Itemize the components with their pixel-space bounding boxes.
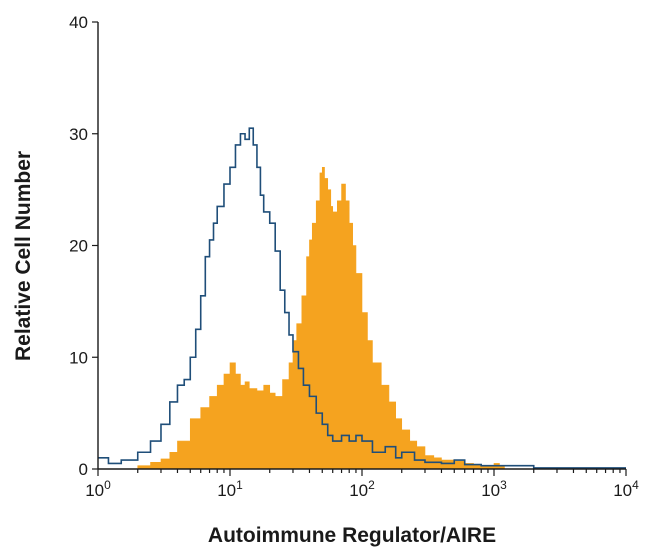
y-tick-label: 0 (79, 460, 88, 479)
y-tick-label: 30 (69, 125, 88, 144)
x-tick-label: 103 (481, 478, 507, 500)
y-tick-label: 20 (69, 237, 88, 256)
series-layer (98, 127, 626, 470)
y-tick-label: 40 (69, 13, 88, 32)
x-tick-label: 101 (217, 478, 243, 500)
ticks-layer: 0 10 20 30 40 100 101 102 103 104 (69, 13, 639, 500)
y-axis-title: Relative Cell Number (12, 151, 35, 361)
x-tick-label: 102 (349, 478, 375, 500)
x-axis-title: Autoimmune Regulator/AIRE (208, 524, 496, 547)
y-tick-label: 10 (69, 348, 88, 367)
x-tick-label: 100 (85, 478, 111, 500)
series-0-filled-histogram (98, 166, 508, 470)
series-1-outline-histogram (98, 127, 626, 469)
x-tick-label: 104 (613, 478, 639, 500)
